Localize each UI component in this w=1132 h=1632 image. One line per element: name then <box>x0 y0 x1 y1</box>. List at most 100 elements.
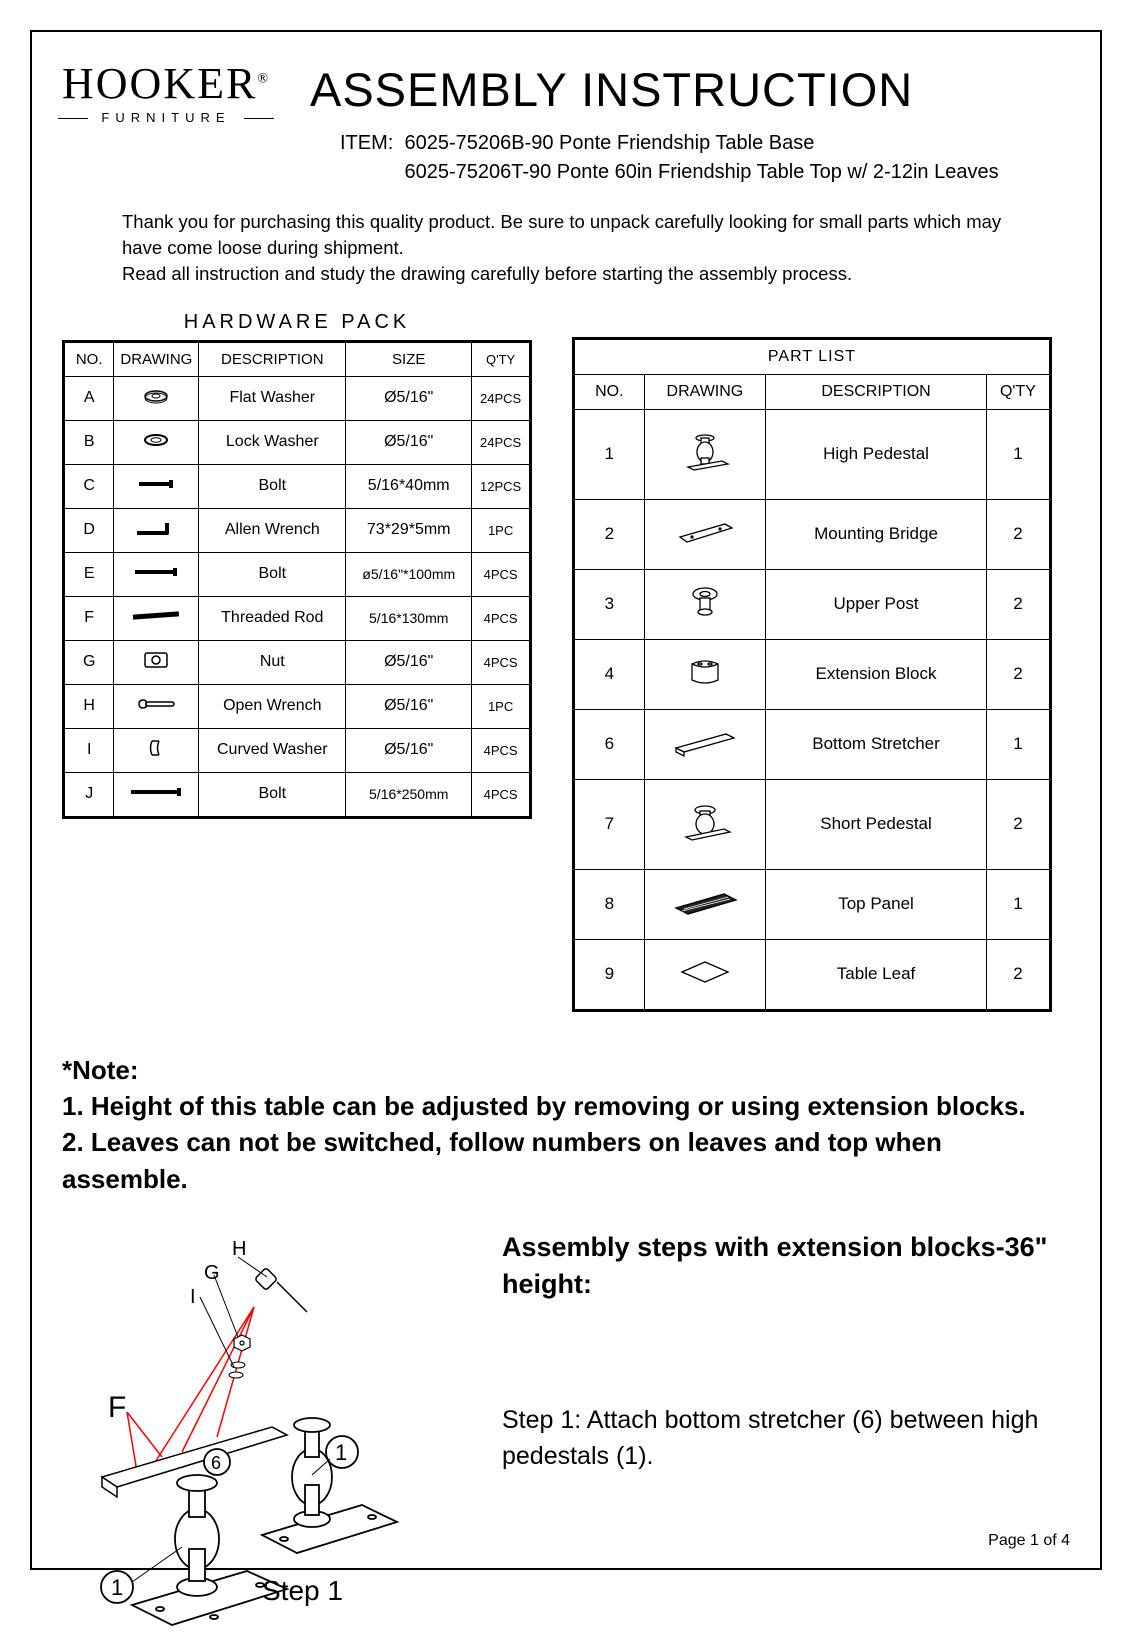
part-desc: Upper Post <box>766 569 987 639</box>
hw-desc: Lock Washer <box>199 420 346 464</box>
part-qty: 2 <box>986 499 1050 569</box>
part-desc: Mounting Bridge <box>766 499 987 569</box>
hw-no: B <box>64 420 114 464</box>
hw-qty: 12PCS <box>472 464 531 508</box>
callout-1b: 1 <box>111 1575 123 1600</box>
part-no: 3 <box>574 569 645 639</box>
step1-label: Step 1 <box>262 1575 343 1607</box>
note-block: *Note: 1. Height of this table can be ad… <box>62 1052 1070 1198</box>
hw-qty: 24PCS <box>472 420 531 464</box>
hardware-row: AFlat WasherØ5/16"24PCS <box>64 376 531 420</box>
partlist-title-row: PART LIST <box>574 338 1051 374</box>
part-no: 8 <box>574 869 645 939</box>
part-no: 4 <box>574 639 645 709</box>
part-no: 2 <box>574 499 645 569</box>
partlist-row: 7Short Pedestal2 <box>574 779 1051 869</box>
hw-desc: Bolt <box>199 552 346 596</box>
partlist-row: 1High Pedestal1 <box>574 409 1051 499</box>
hardware-row: HOpen WrenchØ5/16"1PC <box>64 684 531 728</box>
step1-diagram: H G I F 1 1 6 Step 1 <box>62 1227 462 1627</box>
callout-I: I <box>190 1286 196 1308</box>
hw-col-draw: DRAWING <box>114 341 199 376</box>
hw-col-qty: Q'TY <box>472 341 531 376</box>
part-qty: 2 <box>986 939 1050 1010</box>
logo-subtitle: FURNITURE <box>62 110 270 125</box>
hw-qty: 4PCS <box>472 552 531 596</box>
item-line-0: 6025-75206B-90 Ponte Friendship Table Ba… <box>404 132 814 154</box>
intro-line-0: Thank you for purchasing this quality pr… <box>122 211 1001 258</box>
hw-no: J <box>64 772 114 817</box>
part-qty: 1 <box>986 869 1050 939</box>
hw-no: F <box>64 596 114 640</box>
hw-drawing-icon <box>114 772 199 817</box>
part-qty: 1 <box>986 709 1050 779</box>
partlist-table: PART LIST NO. DRAWING DESCRIPTION Q'TY 1… <box>572 337 1052 1012</box>
hw-desc: Flat Washer <box>199 376 346 420</box>
part-col-draw: DRAWING <box>644 374 765 409</box>
partlist-block: PART LIST NO. DRAWING DESCRIPTION Q'TY 1… <box>572 337 1052 1012</box>
hw-qty: 4PCS <box>472 772 531 817</box>
note-heading: *Note: <box>62 1052 1070 1088</box>
item-label: ITEM: <box>340 132 393 154</box>
hw-size: 73*29*5mm <box>346 508 472 552</box>
hw-drawing-icon <box>114 376 199 420</box>
hw-qty: 1PC <box>472 508 531 552</box>
hw-size: Ø5/16" <box>346 376 472 420</box>
hw-drawing-icon <box>114 596 199 640</box>
hw-drawing-icon <box>114 728 199 772</box>
hw-desc: Bolt <box>199 464 346 508</box>
step-heading: Assembly steps with extension blocks-36"… <box>502 1229 1070 1302</box>
hw-no: G <box>64 640 114 684</box>
part-qty: 2 <box>986 569 1050 639</box>
part-no: 6 <box>574 709 645 779</box>
hw-desc: Nut <box>199 640 346 684</box>
registered-icon: ® <box>257 71 270 86</box>
hardware-row: FThreaded Rod5/16*130mm4PCS <box>64 596 531 640</box>
part-drawing-icon <box>644 709 765 779</box>
hw-col-size: SIZE <box>346 341 472 376</box>
hw-qty: 4PCS <box>472 640 531 684</box>
hw-col-desc: DESCRIPTION <box>199 341 346 376</box>
partlist-row: 2Mounting Bridge2 <box>574 499 1051 569</box>
part-no: 1 <box>574 409 645 499</box>
page-title: ASSEMBLY INSTRUCTION <box>310 62 913 117</box>
hardware-row: CBolt5/16*40mm12PCS <box>64 464 531 508</box>
part-drawing-icon <box>644 569 765 639</box>
intro-text: Thank you for purchasing this quality pr… <box>122 209 1002 287</box>
part-no: 7 <box>574 779 645 869</box>
part-col-qty: Q'TY <box>986 374 1050 409</box>
callout-F: F <box>108 1391 126 1424</box>
part-drawing-icon <box>644 409 765 499</box>
hw-drawing-icon <box>114 684 199 728</box>
tables-row: HARDWARE PACK NO. DRAWING DESCRIPTION SI… <box>62 311 1070 1012</box>
hw-desc: Bolt <box>199 772 346 817</box>
partlist-row: 4Extension Block2 <box>574 639 1051 709</box>
hw-desc: Open Wrench <box>199 684 346 728</box>
part-desc: Table Leaf <box>766 939 987 1010</box>
note-line-0: 1. Height of this table can be adjusted … <box>62 1088 1070 1124</box>
hardware-block: HARDWARE PACK NO. DRAWING DESCRIPTION SI… <box>62 311 532 819</box>
step-text-column: Assembly steps with extension blocks-36"… <box>502 1227 1070 1627</box>
callout-G: G <box>204 1262 220 1284</box>
part-desc: Extension Block <box>766 639 987 709</box>
hw-no: C <box>64 464 114 508</box>
hw-drawing-icon <box>114 508 199 552</box>
partlist-row: 6Bottom Stretcher1 <box>574 709 1051 779</box>
logo-text: HOOKER <box>62 59 257 108</box>
hardware-title: HARDWARE PACK <box>62 311 532 334</box>
part-drawing-icon <box>644 499 765 569</box>
part-no: 9 <box>574 939 645 1010</box>
partlist-row: 8Top Panel1 <box>574 869 1051 939</box>
hardware-row: DAllen Wrench73*29*5mm1PC <box>64 508 531 552</box>
hardware-header-row: NO. DRAWING DESCRIPTION SIZE Q'TY <box>64 341 531 376</box>
step-row: H G I F 1 1 6 Step 1 Assembly steps with… <box>62 1227 1070 1627</box>
hw-no: H <box>64 684 114 728</box>
hw-no: E <box>64 552 114 596</box>
note-line-1: 2. Leaves can not be switched, follow nu… <box>62 1124 1070 1197</box>
logo-block: HOOKER® FURNITURE <box>62 62 270 125</box>
hardware-row: GNutØ5/16"4PCS <box>64 640 531 684</box>
part-col-no: NO. <box>574 374 645 409</box>
hw-size: ø5/16"*100mm <box>346 552 472 596</box>
hw-size: 5/16*250mm <box>346 772 472 817</box>
hw-size: Ø5/16" <box>346 684 472 728</box>
